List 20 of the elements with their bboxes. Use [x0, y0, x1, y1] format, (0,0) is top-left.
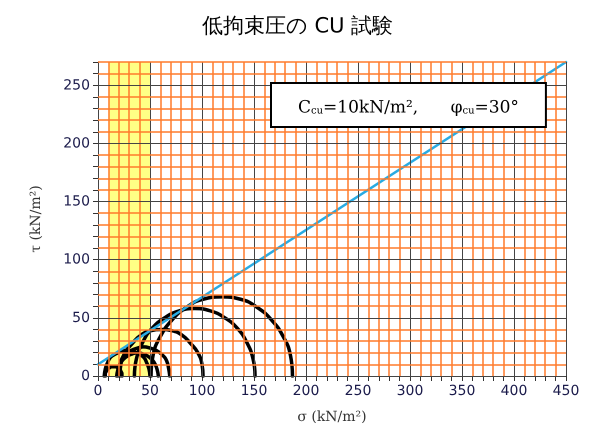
x-tick-label: 400 [500, 383, 528, 399]
x-tick-label: 150 [240, 383, 268, 399]
y-tick-label: 200 [63, 135, 90, 152]
x-tick-label: 100 [188, 383, 216, 399]
x-tick-label: 50 [141, 383, 159, 399]
y-tick-label: 150 [63, 194, 90, 210]
x-tick-label: 0 [94, 383, 102, 399]
x-tick-label: 200 [292, 383, 320, 399]
y-tick-label: 250 [63, 77, 90, 94]
x-tick-label: 350 [448, 383, 476, 399]
x-tick-label: 450 [552, 383, 580, 399]
y-tick-label: 0 [81, 368, 90, 384]
annotation: Ccu=10kN/m², φcu=30° [298, 98, 519, 118]
x-tick-label: 250 [344, 383, 372, 399]
x-axis-title: σ (kN/m²) [297, 409, 367, 425]
y-tick-label: 100 [63, 252, 90, 268]
y-tick-label: 50 [72, 310, 90, 326]
x-tick-label: 300 [396, 383, 424, 399]
chart-title: 低拘束圧の CU 試験 [202, 14, 394, 38]
y-axis-title: τ (kN/m²) [28, 185, 44, 253]
